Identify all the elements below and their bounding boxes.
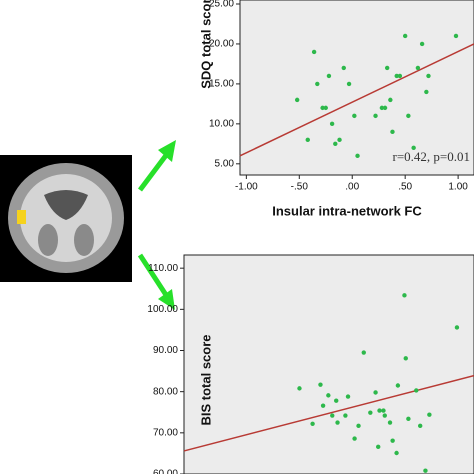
brain-structure [38, 224, 58, 256]
data-point [377, 408, 382, 413]
data-point [297, 386, 302, 391]
data-point [320, 105, 325, 111]
data-point [335, 420, 340, 425]
y-tick-label: 70.00 [153, 427, 178, 438]
data-point [390, 438, 395, 443]
data-point [402, 33, 408, 39]
data-point [426, 73, 431, 79]
data-point [382, 105, 388, 111]
data-point [355, 153, 360, 159]
data-point [311, 49, 317, 55]
y-tick-label: 90.00 [153, 345, 178, 356]
brain-image [0, 155, 132, 282]
data-point [333, 141, 338, 147]
data-point [346, 81, 352, 87]
plot-area [183, 254, 474, 474]
arrow-head [158, 289, 175, 310]
data-point [423, 468, 428, 473]
arrow-up [138, 148, 172, 192]
data-point [411, 145, 416, 151]
data-point [379, 105, 385, 111]
data-point [294, 97, 300, 103]
data-point [406, 113, 411, 119]
data-point [382, 413, 387, 418]
data-point [361, 350, 366, 355]
brain-ventricles [44, 190, 88, 220]
data-point [388, 97, 393, 103]
data-point [326, 393, 331, 398]
data-point [343, 413, 348, 418]
data-point [424, 89, 429, 95]
data-point [406, 416, 411, 422]
x-tick-label: -1.00 [235, 182, 258, 193]
insula-highlight [17, 210, 26, 224]
data-point [390, 129, 395, 135]
data-point [352, 436, 357, 441]
data-point [334, 398, 339, 403]
y-axis-label: BIS total score [198, 334, 213, 425]
data-point [352, 113, 357, 119]
arrows [137, 140, 176, 310]
y-tick-label: 60.00 [153, 469, 178, 474]
data-point [402, 293, 407, 298]
data-point [341, 65, 346, 71]
y-tick-label: 110.00 [148, 263, 178, 274]
data-point [376, 444, 381, 450]
y-tick-label: 100.00 [147, 304, 178, 315]
annotation: r=0.42, p=0.01 [393, 149, 471, 164]
x-tick-label: .50 [398, 182, 412, 193]
x-tick-label: -.50 [291, 182, 309, 193]
data-point [329, 121, 335, 127]
x-tick-label: .00 [345, 182, 359, 193]
data-point [337, 137, 342, 143]
x-tick-label: 1.00 [448, 182, 468, 193]
data-point [373, 390, 378, 395]
data-point [356, 423, 361, 429]
data-point [310, 421, 315, 426]
data-point [395, 383, 401, 388]
brain-structure [74, 224, 94, 256]
data-point [394, 450, 399, 456]
data-point [368, 410, 373, 415]
y-tick-label: 10.00 [209, 118, 234, 129]
plot-area [239, 0, 474, 176]
y-tick-label: 15.00 [209, 79, 234, 90]
data-point [453, 33, 459, 39]
data-point [403, 356, 408, 361]
fit-line [239, 43, 474, 157]
data-point [320, 403, 326, 408]
y-tick-label: 20.00 [209, 39, 234, 50]
data-point [318, 382, 323, 387]
data-point [373, 113, 378, 119]
data-point [397, 73, 403, 79]
data-point [326, 73, 332, 79]
data-point [345, 394, 351, 399]
arrow-head [158, 140, 176, 162]
data-point [417, 423, 423, 429]
y-tick-label: 5.00 [215, 158, 235, 169]
y-tick-label: 80.00 [153, 386, 178, 397]
arrow-down [137, 253, 171, 300]
data-point [387, 420, 393, 425]
y-axis-label: SDQ total score [198, 0, 213, 89]
data-point [414, 388, 419, 393]
data-point [427, 412, 432, 417]
data-point [384, 65, 390, 71]
data-point [323, 105, 328, 111]
x-axis-label: Insular intra-network FC [272, 203, 422, 218]
data-point [315, 81, 320, 87]
data-point [419, 41, 425, 47]
data-point [330, 413, 335, 418]
data-point [415, 65, 421, 71]
data-point [381, 408, 386, 413]
data-point [454, 325, 460, 330]
y-tick-label: 25.00 [209, 0, 234, 10]
fit-line [183, 374, 474, 452]
data-point [394, 73, 399, 79]
data-point [305, 137, 310, 143]
